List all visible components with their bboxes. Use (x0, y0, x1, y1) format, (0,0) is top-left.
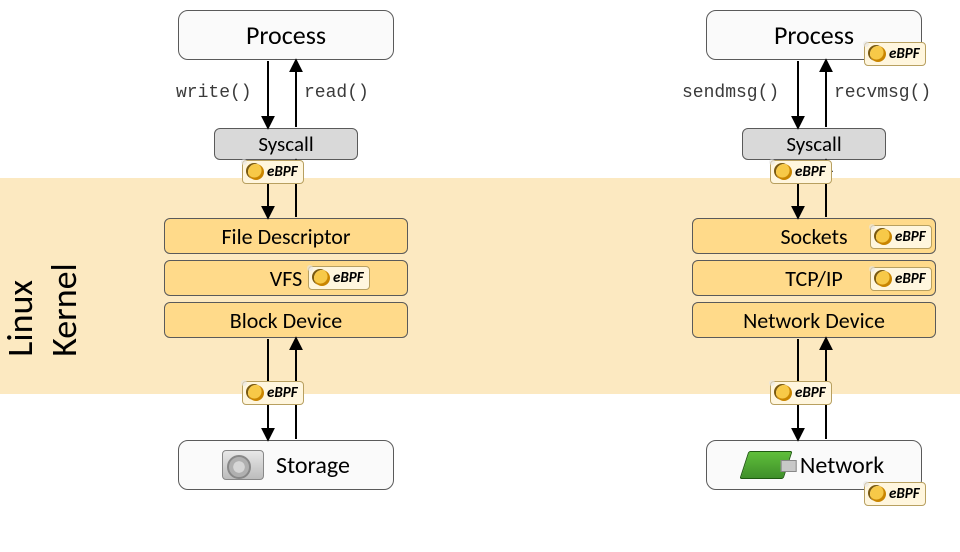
arrows-layer (0, 0, 960, 552)
bee-icon (248, 385, 264, 401)
ebpf-text: eBPF (795, 163, 826, 181)
syscall-label: sendmsg() (682, 83, 779, 103)
bee-icon (776, 164, 792, 180)
ebpf-text: eBPF (889, 485, 920, 503)
ebpf-badge-right-network: eBPF (864, 482, 926, 506)
syscall-label: write() (176, 83, 252, 103)
bee-icon (314, 270, 330, 286)
ebpf-text: eBPF (895, 270, 926, 288)
ebpf-text: eBPF (267, 163, 298, 181)
ebpf-text: eBPF (895, 228, 926, 246)
ebpf-badge-right-syscall: eBPF (770, 160, 832, 184)
bee-icon (876, 271, 892, 287)
ebpf-badge-left-storage: eBPF (242, 381, 304, 405)
ebpf-text: eBPF (889, 45, 920, 63)
bee-icon (248, 164, 264, 180)
ebpf-badge-left-vfs: eBPF (308, 266, 370, 290)
ebpf-badge-right-tcpip: eBPF (870, 267, 932, 291)
bee-icon (876, 229, 892, 245)
ebpf-text: eBPF (333, 269, 364, 287)
ebpf-badge-left-syscall: eBPF (242, 160, 304, 184)
bee-icon (870, 486, 886, 502)
ebpf-badge-right-netdev: eBPF (770, 381, 832, 405)
syscall-label: recvmsg() (834, 83, 931, 103)
ebpf-text: eBPF (267, 384, 298, 402)
ebpf-text: eBPF (795, 384, 826, 402)
syscall-label: read() (304, 83, 369, 103)
ebpf-badge-right-sockets: eBPF (870, 225, 932, 249)
bee-icon (870, 46, 886, 62)
ebpf-badge-right-process: eBPF (864, 42, 926, 66)
bee-icon (776, 385, 792, 401)
